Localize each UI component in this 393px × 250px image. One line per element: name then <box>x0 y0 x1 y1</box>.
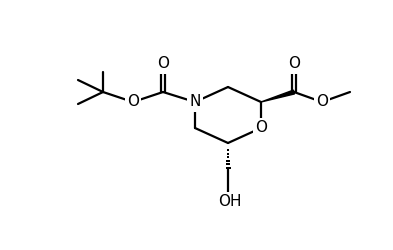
Text: N: N <box>189 94 201 110</box>
Text: OH: OH <box>218 194 242 210</box>
Text: O: O <box>255 120 267 136</box>
Text: O: O <box>288 56 300 72</box>
Polygon shape <box>261 90 295 102</box>
Text: O: O <box>127 94 139 110</box>
Text: O: O <box>157 56 169 72</box>
Text: O: O <box>316 94 328 110</box>
